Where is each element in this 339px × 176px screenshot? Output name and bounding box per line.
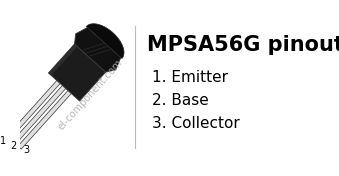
Text: 3: 3 [23,145,29,155]
Text: 2: 2 [11,141,17,151]
Polygon shape [18,89,72,149]
Polygon shape [12,84,67,144]
Text: 3. Collector: 3. Collector [152,116,239,131]
Polygon shape [86,24,124,59]
Text: 2. Base: 2. Base [152,93,208,108]
Polygon shape [48,44,106,101]
Text: MPSA56G pinout: MPSA56G pinout [146,35,339,55]
Polygon shape [75,27,121,72]
Polygon shape [7,79,61,139]
Polygon shape [48,44,77,76]
Text: 1. Emitter: 1. Emitter [152,70,227,85]
Text: 1: 1 [0,136,6,146]
Text: el-component.com: el-component.com [56,57,124,132]
